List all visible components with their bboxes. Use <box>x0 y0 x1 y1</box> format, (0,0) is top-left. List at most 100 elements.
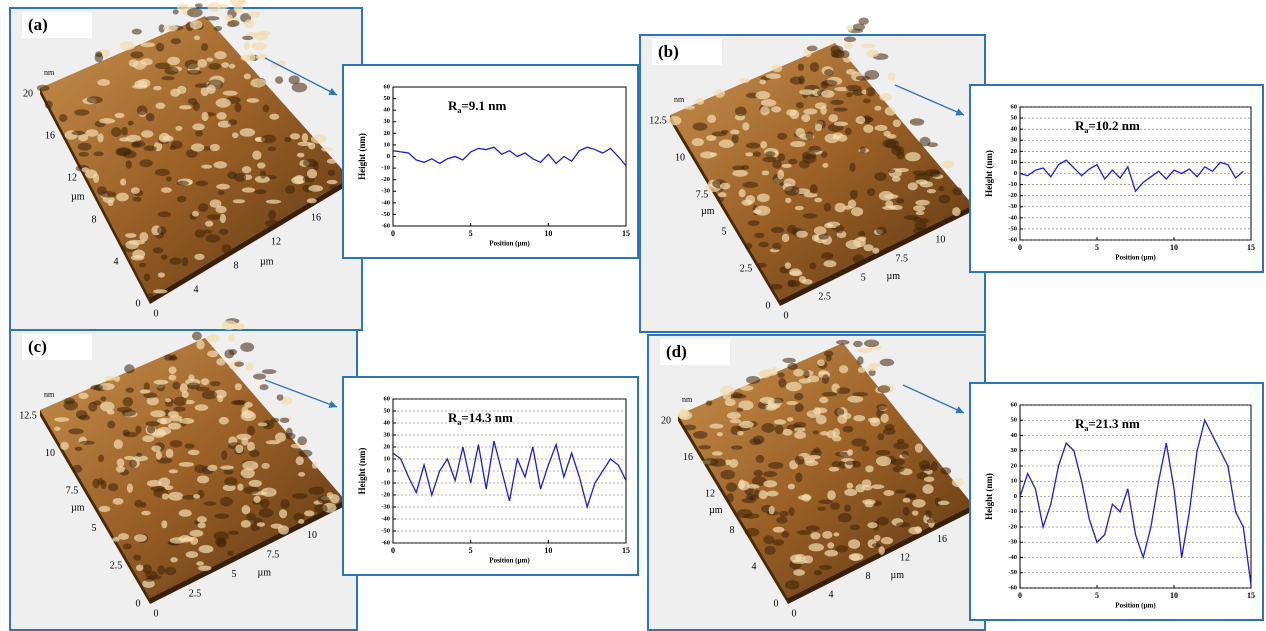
surface-bump <box>824 69 834 76</box>
surface-bump <box>244 19 254 28</box>
surface-bump <box>774 419 786 424</box>
surface-bump <box>221 320 237 330</box>
surface-bump <box>280 499 289 509</box>
surface-bump <box>808 543 824 551</box>
surface-bump <box>261 463 269 469</box>
surface-bump <box>155 169 170 176</box>
surface-bump <box>298 519 304 524</box>
afm-x-tick: 0 <box>792 608 797 619</box>
y-tick-label: 50 <box>1011 115 1018 122</box>
surface-bump <box>905 152 920 161</box>
surface-bump <box>878 546 884 555</box>
surface-bump <box>867 188 875 196</box>
surface-bump <box>784 186 799 196</box>
surface-bump <box>844 37 856 43</box>
surface-bump <box>910 118 925 125</box>
surface-bump <box>166 449 174 458</box>
surface-bump <box>172 382 180 390</box>
surface-bump <box>837 387 851 394</box>
surface-bump <box>777 133 787 140</box>
surface-bump <box>116 466 125 473</box>
surface-bump <box>867 522 877 528</box>
surface-bump <box>171 38 182 44</box>
surface-bump <box>86 129 99 136</box>
x-axis-label: Position (µm) <box>489 240 530 248</box>
surface-bump <box>712 132 727 137</box>
surface-bump <box>739 421 754 428</box>
surface-bump <box>878 385 891 393</box>
surface-bump <box>888 169 895 173</box>
surface-bump <box>693 122 708 130</box>
surface-bump <box>814 198 822 203</box>
surface-bump <box>260 171 266 179</box>
surface-bump <box>871 484 884 489</box>
surface-bump <box>123 543 132 549</box>
surface-bump <box>827 490 836 500</box>
surface-bump <box>98 455 104 462</box>
surface-bump <box>68 428 83 434</box>
surface-bump <box>833 532 839 536</box>
surface-bump <box>782 234 790 242</box>
surface-bump <box>696 98 705 105</box>
surface-bump <box>168 492 183 501</box>
surface-bump <box>824 223 833 228</box>
surface-bump <box>795 206 804 210</box>
surface-bump <box>163 25 178 32</box>
surface-bump <box>220 465 234 469</box>
afm-x-tick: 8 <box>866 571 871 582</box>
surface-bump <box>126 160 132 169</box>
surface-bump <box>297 436 307 445</box>
surface-bump <box>144 274 150 281</box>
surface-bump <box>893 442 909 449</box>
surface-bump <box>135 425 141 434</box>
surface-bump <box>37 85 49 92</box>
surface-bump <box>755 91 770 99</box>
surface-bump <box>139 159 152 167</box>
surface-bump <box>266 200 281 204</box>
afm-x-unit: µm <box>891 570 905 581</box>
surface-bump <box>194 35 200 40</box>
surface-bump <box>813 430 819 434</box>
surface-bump <box>931 461 938 471</box>
surface-bump <box>853 341 863 347</box>
surface-bump <box>760 397 775 404</box>
surface-bump <box>830 45 843 54</box>
surface-bump <box>912 499 925 508</box>
surface-bump <box>772 243 781 250</box>
surface-bump <box>745 243 752 250</box>
surface-bump <box>234 103 241 113</box>
surface-bump <box>187 8 203 18</box>
surface-bump <box>891 459 905 466</box>
surface-bump <box>161 187 172 193</box>
panel-label: (a) <box>28 15 48 34</box>
surface-bump <box>754 233 765 238</box>
surface-bump <box>726 493 733 503</box>
surface-bump <box>125 240 138 249</box>
surface-bump <box>130 51 143 58</box>
surface-bump <box>202 112 209 121</box>
surface-bump <box>253 373 266 379</box>
surface-bump <box>745 528 760 537</box>
surface-bump <box>174 397 187 406</box>
surface-bump <box>766 491 778 497</box>
surface-bump <box>78 143 92 151</box>
afm-y-tick: 7.5 <box>696 189 709 200</box>
surface-bump <box>187 70 202 75</box>
surface-bump <box>863 244 873 251</box>
surface-bump <box>832 53 840 57</box>
surface-bump <box>874 172 886 181</box>
y-tick-label: 40 <box>1011 432 1018 439</box>
surface-bump <box>191 143 204 151</box>
afm-x-tick: 2.5 <box>189 589 202 600</box>
y-tick-label: 20 <box>384 443 391 450</box>
surface-bump <box>289 75 300 84</box>
surface-bump <box>952 207 961 216</box>
surface-bump <box>244 73 251 79</box>
surface-bump <box>884 194 898 199</box>
surface-bump <box>794 431 806 439</box>
surface-bump <box>275 76 283 84</box>
surface-bump <box>157 427 171 435</box>
y-tick-label: 0 <box>1014 170 1017 177</box>
x-axis-label: Position (µm) <box>1115 602 1156 610</box>
surface-bump <box>198 565 211 570</box>
